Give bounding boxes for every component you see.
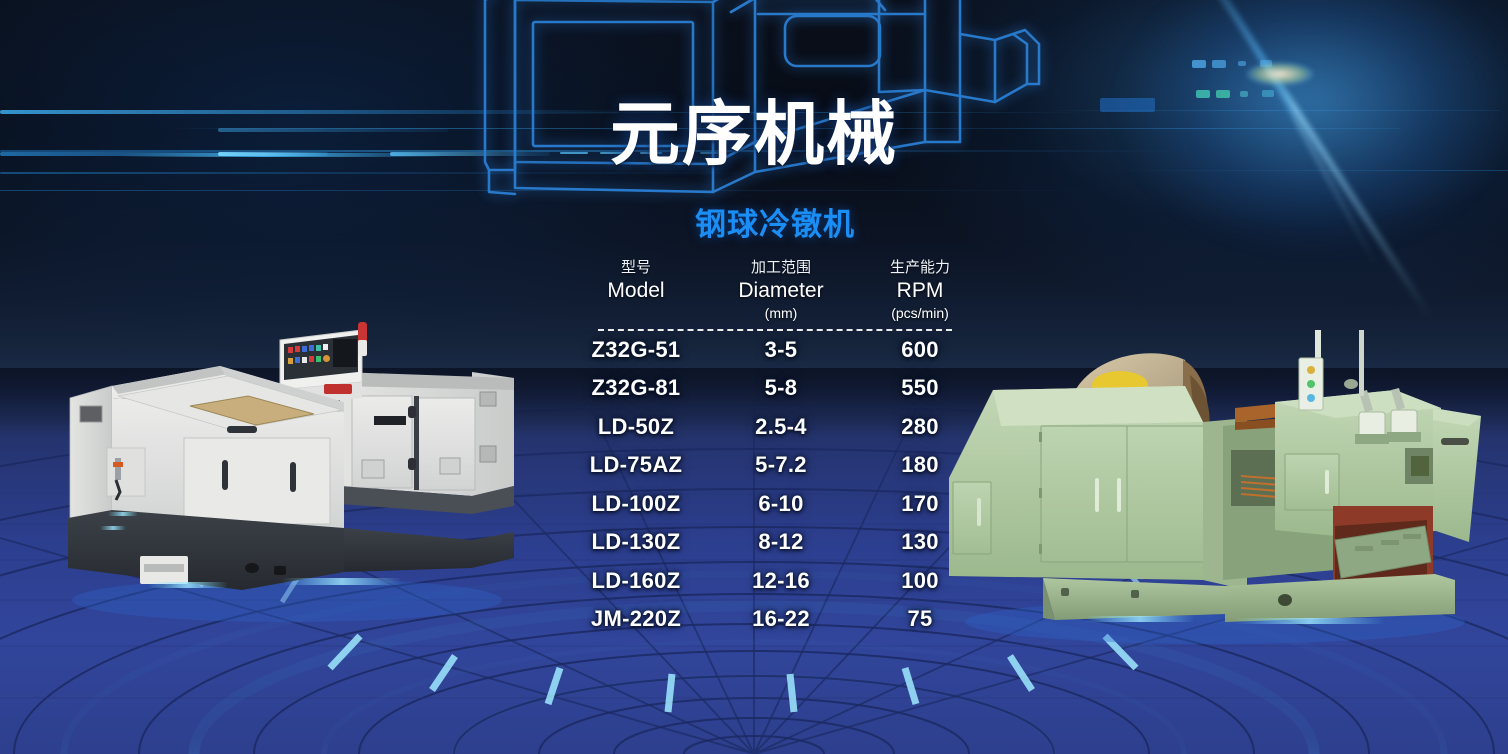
cell-model: LD-75AZ xyxy=(589,452,683,478)
header-unit-rpm: (pcs/min) xyxy=(891,304,949,321)
cell-diameter: 2.5-4 xyxy=(755,413,807,439)
table-row: LD-160Z 12-16 100 xyxy=(560,562,990,601)
cell-model: Z32G-81 xyxy=(591,375,681,401)
table-row: Z32G-51 3-5 600 xyxy=(560,331,990,370)
table-row: LD-75AZ 5-7.2 180 xyxy=(560,446,990,485)
table-row: JM-220Z 16-22 75 xyxy=(560,600,990,639)
cell-rpm: 180 xyxy=(901,452,939,478)
cell-rpm: 280 xyxy=(901,413,939,439)
header-divider xyxy=(598,328,952,331)
cell-model: LD-130Z xyxy=(591,529,681,555)
table-row: LD-130Z 8-12 130 xyxy=(560,523,990,562)
cell-model: LD-50Z xyxy=(597,413,675,439)
table-row: Z32G-81 5-8 550 xyxy=(560,369,990,408)
table-header-rpm: 生产能力 RPM (pcs/min) xyxy=(850,258,990,322)
cell-model: Z32G-51 xyxy=(591,336,681,362)
cell-diameter: 6-10 xyxy=(758,490,804,516)
product-title: 钢球冷镦机 xyxy=(695,207,855,242)
cell-diameter: 12-16 xyxy=(752,567,810,593)
header-en-diameter: Diameter xyxy=(738,279,824,303)
cell-diameter: 8-12 xyxy=(758,529,804,555)
machine-left-image xyxy=(68,322,514,622)
header-unit-diameter: (mm) xyxy=(764,304,798,321)
page-title: 元序机械 xyxy=(610,95,898,173)
machine-right-image xyxy=(949,330,1481,644)
cell-diameter: 16-22 xyxy=(752,606,810,632)
header-unit-model-spacer xyxy=(560,305,712,322)
cell-model: LD-100Z xyxy=(591,490,681,516)
cell-rpm: 600 xyxy=(901,336,939,362)
cell-rpm: 550 xyxy=(901,375,939,401)
header-cn-rpm: 生产能力 xyxy=(889,259,950,277)
table-header-model: 型号 Model xyxy=(560,258,712,322)
header-en-rpm: RPM xyxy=(896,279,944,303)
table-row: LD-50Z 2.5-4 280 xyxy=(560,408,990,447)
cell-rpm: 130 xyxy=(901,529,939,555)
cell-model: LD-160Z xyxy=(591,567,681,593)
header-en-model: Model xyxy=(607,279,665,303)
cell-rpm: 100 xyxy=(901,567,939,593)
table-header-row: 型号 Model 加工范围 Diameter (mm) 生产能力 RPM (pc… xyxy=(560,258,990,322)
specification-panel: 钢球冷镦机 型号 Model 加工范围 Diameter (mm) 生产能力 R… xyxy=(560,207,990,639)
cell-rpm: 75 xyxy=(907,606,933,632)
table-row: LD-100Z 6-10 170 xyxy=(560,485,990,524)
spec-table-body: Z32G-51 3-5 600 Z32G-81 5-8 550 LD-50Z 2.5-4 280… xyxy=(560,331,990,639)
header-cn-model: 型号 xyxy=(620,259,651,277)
cell-model: JM-220Z xyxy=(590,606,682,632)
table-header-diameter: 加工范围 Diameter (mm) xyxy=(712,258,850,322)
cell-diameter: 5-7.2 xyxy=(755,452,807,478)
cell-diameter: 3-5 xyxy=(764,336,798,362)
cell-diameter: 5-8 xyxy=(764,375,798,401)
header-cn-diameter: 加工范围 xyxy=(750,259,811,277)
cell-rpm: 170 xyxy=(901,490,939,516)
